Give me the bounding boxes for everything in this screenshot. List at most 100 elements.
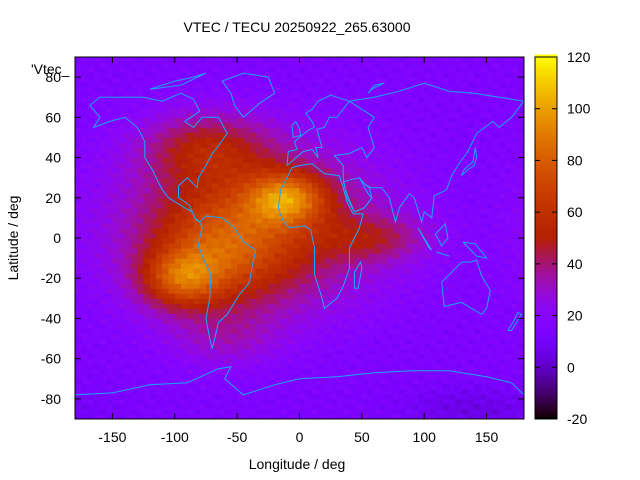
heatmap-cell	[162, 413, 170, 420]
heatmap-cell	[355, 403, 363, 410]
heatmap-cell	[274, 408, 282, 415]
heatmap-cell	[336, 278, 344, 284]
heatmap-cell	[255, 192, 263, 199]
heatmap-cell	[230, 127, 238, 133]
heatmap-cell	[318, 253, 325, 259]
heatmap-cell	[149, 172, 157, 179]
heatmap-cell	[480, 232, 488, 239]
heatmap-cell	[455, 248, 463, 254]
heatmap-cell	[343, 147, 350, 154]
heatmap-cell	[349, 217, 357, 224]
heatmap-cell	[255, 283, 263, 289]
heatmap-cell	[87, 348, 95, 355]
heatmap-cell	[156, 192, 163, 199]
heatmap-cell	[181, 403, 188, 410]
heatmap-cell	[118, 403, 126, 410]
heatmap-cell	[193, 243, 201, 249]
heatmap-cell	[249, 152, 257, 159]
heatmap-cell	[430, 353, 438, 360]
heatmap-cell	[156, 333, 163, 340]
heatmap-cell	[299, 92, 307, 98]
heatmap-cell	[81, 353, 88, 360]
heatmap-cell	[505, 102, 513, 108]
heatmap-cell	[411, 132, 419, 138]
heatmap-cell	[237, 67, 244, 73]
heatmap-cell	[268, 152, 276, 159]
heatmap-cell	[293, 338, 300, 345]
heatmap-cell	[174, 348, 182, 355]
heatmap-cell	[505, 112, 513, 118]
heatmap-cell	[224, 268, 232, 274]
heatmap-cell	[417, 338, 425, 345]
heatmap-cell	[486, 243, 494, 249]
heatmap-cell	[517, 343, 525, 350]
heatmap-cell	[449, 258, 456, 264]
heatmap-cell	[75, 197, 82, 204]
heatmap-cell	[405, 378, 413, 385]
heatmap-cell	[287, 202, 294, 209]
heatmap-cell	[124, 192, 132, 199]
heatmap-cell	[467, 77, 475, 83]
heatmap-cell	[99, 137, 107, 143]
heatmap-cell	[393, 72, 400, 78]
heatmap-cell	[343, 217, 350, 224]
heatmap-cell	[492, 313, 500, 319]
heatmap-cell	[112, 283, 120, 289]
heatmap-cell	[436, 82, 444, 88]
heatmap-cell	[99, 132, 107, 138]
heatmap-cell	[517, 278, 525, 284]
heatmap-cell	[293, 207, 300, 214]
heatmap-cell	[118, 117, 126, 123]
heatmap-cell	[181, 408, 188, 415]
heatmap-cell	[268, 383, 276, 390]
heatmap-cell	[174, 122, 182, 128]
heatmap-cell	[499, 323, 506, 329]
heatmap-cell	[187, 403, 194, 410]
heatmap-cell	[368, 92, 375, 98]
heatmap-cell	[287, 212, 294, 219]
heatmap-cell	[411, 222, 419, 229]
heatmap-cell	[149, 232, 157, 239]
heatmap-cell	[81, 147, 88, 154]
heatmap-cell	[81, 283, 88, 289]
heatmap-cell	[492, 132, 500, 138]
heatmap-cell	[75, 217, 82, 224]
heatmap-cell	[112, 177, 120, 184]
heatmap-cell	[218, 127, 226, 133]
heatmap-cell	[511, 82, 519, 88]
heatmap-cell	[386, 373, 394, 380]
heatmap-cell	[237, 283, 244, 289]
heatmap-cell	[411, 147, 419, 154]
heatmap-cell	[255, 167, 263, 174]
heatmap-cell	[417, 343, 425, 350]
heatmap-cell	[193, 353, 201, 360]
heatmap-cell	[486, 253, 494, 259]
heatmap-cell	[480, 313, 488, 319]
heatmap-cell	[499, 243, 506, 249]
heatmap-cell	[424, 258, 431, 264]
heatmap-cell	[181, 383, 188, 390]
heatmap-cell	[156, 398, 163, 405]
heatmap-cell	[492, 383, 500, 390]
heatmap-cell	[474, 413, 481, 420]
heatmap-cell	[106, 293, 113, 299]
heatmap-cell	[405, 368, 413, 375]
heatmap-cell	[318, 413, 325, 420]
heatmap-cell	[424, 92, 431, 98]
heatmap-cell	[305, 313, 313, 319]
heatmap-cell	[361, 348, 369, 355]
heatmap-cell	[255, 343, 263, 350]
heatmap-cell	[330, 348, 338, 355]
heatmap-cell	[361, 258, 369, 264]
heatmap-cell	[492, 293, 500, 299]
heatmap-cell	[199, 187, 207, 194]
heatmap-cell	[205, 202, 213, 209]
heatmap-cell	[162, 112, 170, 118]
heatmap-cell	[224, 298, 232, 304]
heatmap-cell	[349, 72, 357, 78]
heatmap-cell	[386, 152, 394, 159]
heatmap-cell	[430, 388, 438, 395]
heatmap-cell	[81, 72, 88, 78]
heatmap-cell	[293, 212, 300, 219]
heatmap-cell	[505, 227, 513, 234]
